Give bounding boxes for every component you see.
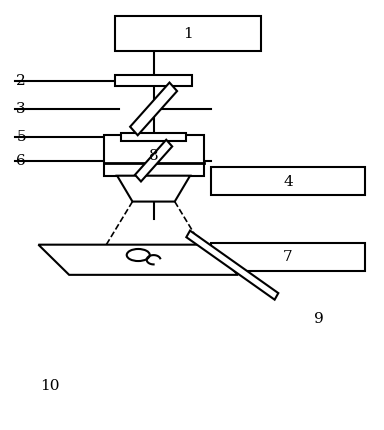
Text: 3: 3 <box>16 102 26 116</box>
Bar <box>211 168 365 196</box>
Polygon shape <box>130 83 177 136</box>
Bar <box>211 243 365 271</box>
Text: 4: 4 <box>283 175 293 188</box>
Polygon shape <box>135 141 172 182</box>
Ellipse shape <box>127 249 150 261</box>
Text: 9: 9 <box>314 311 324 325</box>
Bar <box>115 17 261 52</box>
Text: 5: 5 <box>16 130 26 144</box>
Text: 7: 7 <box>283 250 293 264</box>
Polygon shape <box>38 245 238 275</box>
Bar <box>121 133 186 142</box>
Text: 10: 10 <box>40 378 60 392</box>
Text: 2: 2 <box>16 74 26 88</box>
Bar <box>104 135 204 176</box>
Bar <box>115 76 192 87</box>
Text: 1: 1 <box>183 28 193 41</box>
Text: 8: 8 <box>149 149 159 163</box>
Polygon shape <box>186 231 278 300</box>
Polygon shape <box>117 176 190 202</box>
Text: 6: 6 <box>16 154 26 168</box>
